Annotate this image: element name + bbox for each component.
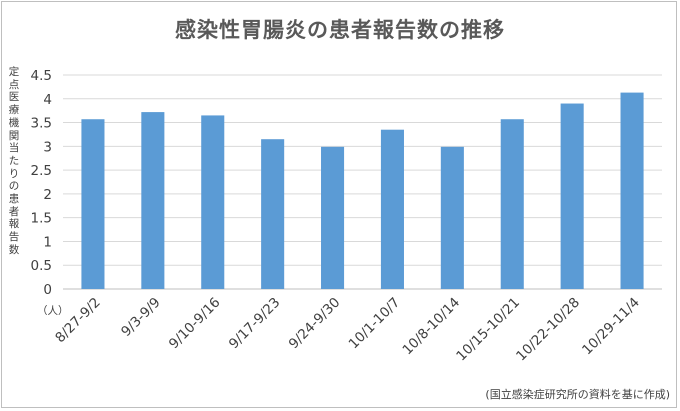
x-tick-label: 9/10-9/16 bbox=[166, 295, 224, 353]
bar bbox=[380, 129, 404, 289]
y-axis-label-char: 当 bbox=[8, 142, 20, 155]
y-tick-label: 2.5 bbox=[31, 163, 52, 179]
y-tick-label: 3 bbox=[43, 139, 52, 155]
x-tick-label: 10/1-10/7 bbox=[346, 295, 404, 353]
y-axis-label-char: り bbox=[8, 167, 20, 180]
y-axis-label-char: 関 bbox=[8, 129, 20, 142]
y-tick-label: 1 bbox=[43, 234, 52, 250]
y-axis-label: 定点医療機関当たりの患者報告数 bbox=[6, 66, 22, 257]
y-axis-label-char: の bbox=[8, 180, 20, 193]
y-tick-label: 2 bbox=[43, 187, 52, 203]
bar bbox=[560, 103, 584, 290]
bar bbox=[620, 92, 644, 290]
y-axis-label-char: 機 bbox=[8, 116, 20, 129]
bar bbox=[261, 139, 285, 289]
y-axis-label-char: 療 bbox=[8, 104, 20, 117]
bar bbox=[81, 119, 105, 289]
bar bbox=[321, 146, 345, 289]
y-axis-unit: （人） bbox=[37, 305, 69, 317]
y-axis-label-char: 報 bbox=[8, 218, 20, 231]
chart-title: 感染性胃腸炎の患者報告数の推移 bbox=[175, 18, 505, 42]
bar bbox=[141, 112, 165, 290]
y-tick-label: 0.5 bbox=[31, 258, 52, 274]
y-axis-label-char: 告 bbox=[8, 231, 20, 244]
x-tick-label: 8/27-9/2 bbox=[52, 295, 104, 347]
source-note: (国立感染症研究所の資料を基に作成) bbox=[485, 388, 670, 401]
y-tick-label: 1.5 bbox=[31, 211, 52, 227]
x-tick-label: 9/24-9/30 bbox=[286, 295, 344, 353]
y-axis-label-char: 定 bbox=[8, 66, 20, 78]
x-tick-label: 9/3-9/9 bbox=[118, 295, 163, 340]
x-tick-label: 10/29-11/4 bbox=[579, 295, 643, 359]
y-axis-label-char: 者 bbox=[8, 205, 20, 218]
bar bbox=[440, 146, 464, 289]
y-axis-label-char: た bbox=[8, 154, 20, 167]
bar bbox=[500, 119, 524, 289]
y-axis-label-char: 患 bbox=[8, 193, 20, 206]
x-tick-label: 9/17-9/23 bbox=[226, 295, 284, 353]
y-axis-label-char: 点 bbox=[8, 78, 20, 91]
y-tick-label: 0 bbox=[43, 282, 52, 298]
y-tick-label: 4.5 bbox=[31, 68, 52, 84]
y-tick-label: 4 bbox=[43, 92, 52, 108]
x-tick-label: 10/15-10/21 bbox=[453, 295, 523, 365]
y-tick-label: 3.5 bbox=[31, 116, 52, 132]
bar bbox=[201, 115, 225, 289]
y-axis-label-char: 医 bbox=[8, 91, 20, 104]
y-axis-label-char: 数 bbox=[8, 243, 20, 256]
x-tick-label: 10/8-10/14 bbox=[399, 295, 463, 359]
x-tick-label: 10/22-10/28 bbox=[513, 295, 583, 365]
